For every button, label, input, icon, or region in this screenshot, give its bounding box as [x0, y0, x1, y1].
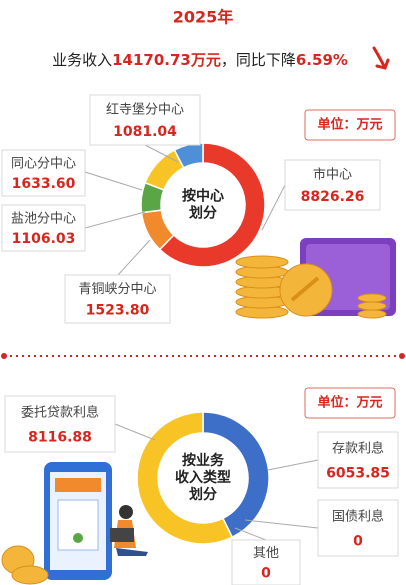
- label-box: [4, 395, 116, 453]
- leader-line: [117, 239, 151, 276]
- donut-segment: [158, 142, 266, 268]
- divider-dot: [1, 353, 7, 359]
- item-name: 红寺堡分中心: [106, 102, 184, 118]
- summary-prefix: 业务收入: [52, 51, 112, 69]
- center-label: 按业务: [182, 452, 225, 469]
- divider-dot: [399, 353, 405, 359]
- label-box: [231, 539, 301, 585]
- year: 2025年: [173, 8, 234, 27]
- item-value: 0: [353, 533, 363, 549]
- donut-hole: [162, 164, 244, 246]
- summary-amount: 14170.73万元: [112, 51, 221, 69]
- item-value: 8826.26: [301, 189, 365, 205]
- leader-line: [261, 184, 286, 231]
- donut-segment: [173, 142, 204, 169]
- item-value: 6053.85: [326, 465, 390, 481]
- unit-label: 单位：万元: [317, 117, 382, 133]
- coins-illustration: [235, 238, 396, 319]
- center-label: 划分: [189, 205, 217, 222]
- unit-box: [304, 387, 396, 419]
- item-value: 1633.60: [12, 176, 76, 192]
- item-value: 1106.03: [12, 231, 76, 247]
- center-label: 按中心: [182, 188, 224, 205]
- leader-line: [244, 519, 319, 529]
- summary-change: 6.59%: [296, 51, 348, 69]
- center-label: 收入类型: [175, 469, 231, 486]
- donut-hole: [159, 434, 247, 522]
- phone-illustration: [1, 462, 148, 585]
- leader-line: [234, 527, 267, 541]
- leader-line: [114, 423, 156, 441]
- item-name: 委托贷款利息: [21, 404, 99, 420]
- summary: 业务收入14170.73万元，同比下降6.59%: [52, 51, 348, 69]
- center-label: 划分: [189, 486, 217, 503]
- label-box: [284, 159, 381, 211]
- item-value: 1081.04: [113, 124, 177, 140]
- item-value: 0: [261, 565, 271, 581]
- item-name: 其他: [253, 546, 279, 561]
- label-box: [64, 274, 171, 324]
- label-box: [89, 94, 201, 146]
- item-name: 存款利息: [332, 440, 384, 456]
- label-box: [317, 499, 399, 557]
- leader-line: [267, 459, 319, 471]
- label-box: [1, 204, 86, 252]
- leader-line: [84, 171, 143, 191]
- item-name: 同心分中心: [11, 156, 76, 171]
- unit-label: 单位：万元: [317, 395, 382, 411]
- item-name: 盐池分中心: [11, 211, 76, 226]
- leader-line: [84, 211, 146, 229]
- item-value: 1523.80: [86, 303, 150, 319]
- item-name: 国债利息: [332, 508, 384, 524]
- label-box: [317, 431, 399, 489]
- leader-line: [144, 144, 179, 163]
- unit-box: [304, 109, 396, 141]
- summary-middle: ，同比下降: [221, 51, 296, 69]
- donut-segment: [136, 411, 234, 545]
- donut-segment: [202, 411, 270, 539]
- down-arrow: [372, 46, 390, 70]
- item-name: 市中心: [313, 167, 352, 183]
- item-value: 8116.88: [28, 429, 92, 445]
- item-name: 青铜峡分中心: [78, 282, 156, 297]
- label-box: [1, 149, 86, 197]
